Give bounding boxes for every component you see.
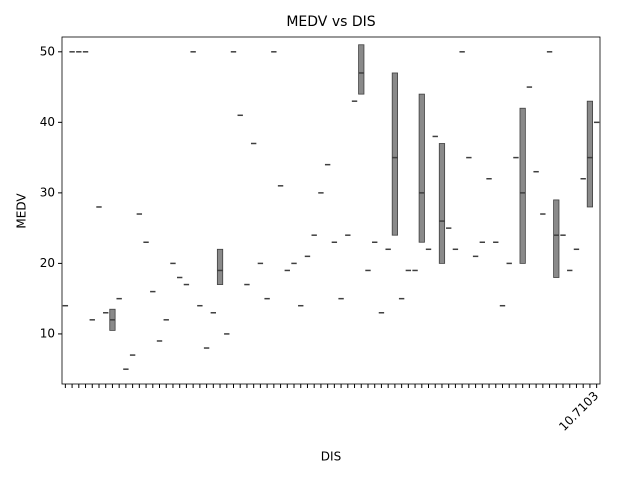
y-axis-label: MEDV bbox=[15, 193, 29, 229]
y-tick-label: 40 bbox=[40, 115, 55, 129]
box bbox=[391, 72, 398, 236]
plot-frame bbox=[61, 36, 601, 385]
y-tick-label: 20 bbox=[40, 256, 55, 270]
box bbox=[553, 199, 560, 278]
y-tick-label: 50 bbox=[40, 44, 55, 58]
chart-title: MEDV vs DIS bbox=[286, 14, 375, 30]
y-tick-label: 30 bbox=[40, 185, 55, 199]
box bbox=[358, 44, 365, 95]
box bbox=[519, 107, 526, 264]
box bbox=[216, 248, 224, 285]
box bbox=[418, 93, 425, 243]
box bbox=[586, 100, 594, 208]
y-tick-label: 10 bbox=[40, 326, 55, 340]
x-tick-label: 10.7103 bbox=[556, 389, 601, 434]
box bbox=[438, 143, 446, 264]
x-axis-label: DIS bbox=[321, 450, 341, 464]
